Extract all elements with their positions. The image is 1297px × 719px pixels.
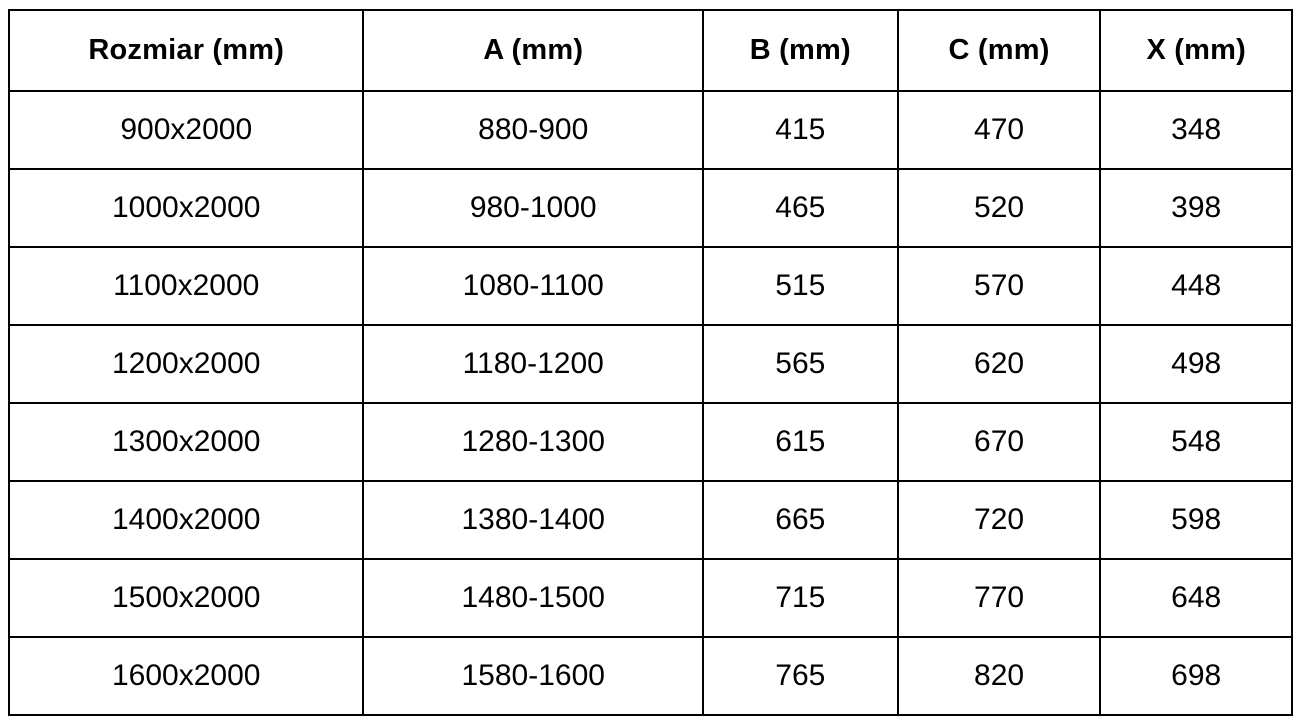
table-row: 1200x2000 1180-1200 565 620 498 <box>7 324 1293 404</box>
cell-b: 515 <box>701 246 899 326</box>
cell-c: 520 <box>896 168 1102 248</box>
header-cell-a: A (mm) <box>362 9 704 92</box>
cell-rozmiar: 1500x2000 <box>7 558 365 638</box>
cell-x: 498 <box>1099 324 1293 404</box>
cell-b: 765 <box>701 636 899 716</box>
cell-x: 598 <box>1099 480 1293 560</box>
cell-x: 348 <box>1099 90 1293 170</box>
cell-x: 648 <box>1099 558 1293 638</box>
cell-rozmiar: 1400x2000 <box>7 480 365 560</box>
cell-a: 980-1000 <box>362 168 704 248</box>
table-row: 1600x2000 1580-1600 765 820 698 <box>7 636 1293 716</box>
cell-c: 670 <box>896 402 1102 482</box>
cell-a: 1380-1400 <box>362 480 704 560</box>
cell-rozmiar: 900x2000 <box>7 90 365 170</box>
cell-c: 570 <box>896 246 1102 326</box>
cell-b: 565 <box>701 324 899 404</box>
cell-x: 448 <box>1099 246 1293 326</box>
cell-rozmiar: 1600x2000 <box>7 636 365 716</box>
cell-a: 1580-1600 <box>362 636 704 716</box>
cell-c: 620 <box>896 324 1102 404</box>
cell-b: 415 <box>701 90 899 170</box>
table-row: 1100x2000 1080-1100 515 570 448 <box>7 246 1293 326</box>
cell-x: 698 <box>1099 636 1293 716</box>
header-cell-c: C (mm) <box>896 9 1102 92</box>
dimensions-spec-table: Rozmiar (mm) A (mm) B (mm) C (mm) X (mm)… <box>7 9 1293 716</box>
cell-x: 398 <box>1099 168 1293 248</box>
header-cell-x: X (mm) <box>1099 9 1293 92</box>
table-row: 1500x2000 1480-1500 715 770 648 <box>7 558 1293 638</box>
header-cell-b: B (mm) <box>701 9 899 92</box>
cell-a: 1080-1100 <box>362 246 704 326</box>
cell-b: 665 <box>701 480 899 560</box>
table-row: 900x2000 880-900 415 470 348 <box>7 90 1293 170</box>
cell-c: 470 <box>896 90 1102 170</box>
cell-b: 465 <box>701 168 899 248</box>
table-row: 1400x2000 1380-1400 665 720 598 <box>7 480 1293 560</box>
table-row: 1000x2000 980-1000 465 520 398 <box>7 168 1293 248</box>
cell-rozmiar: 1000x2000 <box>7 168 365 248</box>
cell-b: 615 <box>701 402 899 482</box>
cell-rozmiar: 1200x2000 <box>7 324 365 404</box>
table-row: 1300x2000 1280-1300 615 670 548 <box>7 402 1293 482</box>
cell-rozmiar: 1100x2000 <box>7 246 365 326</box>
cell-rozmiar: 1300x2000 <box>7 402 365 482</box>
cell-x: 548 <box>1099 402 1293 482</box>
header-cell-rozmiar: Rozmiar (mm) <box>7 9 365 92</box>
cell-a: 1480-1500 <box>362 558 704 638</box>
cell-a: 880-900 <box>362 90 704 170</box>
cell-a: 1180-1200 <box>362 324 704 404</box>
cell-b: 715 <box>701 558 899 638</box>
cell-c: 720 <box>896 480 1102 560</box>
header-row: Rozmiar (mm) A (mm) B (mm) C (mm) X (mm) <box>7 9 1293 92</box>
cell-c: 820 <box>896 636 1102 716</box>
cell-c: 770 <box>896 558 1102 638</box>
cell-a: 1280-1300 <box>362 402 704 482</box>
